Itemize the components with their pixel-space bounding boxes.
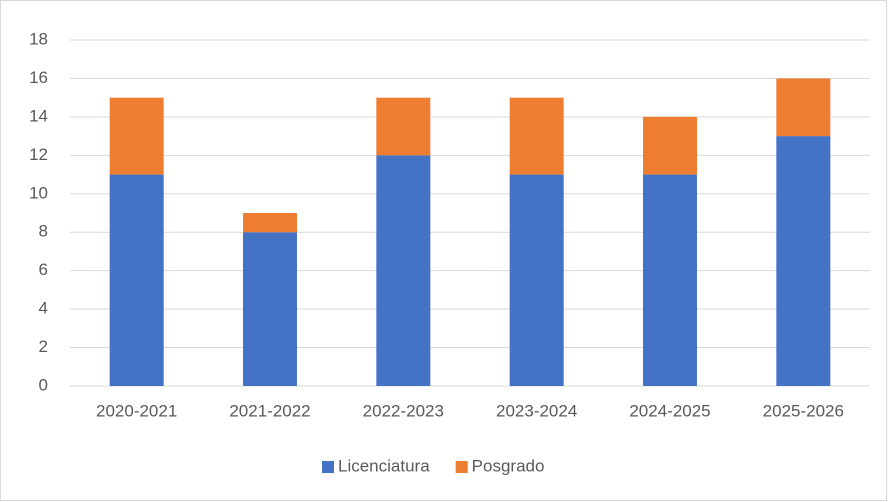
bar — [109, 97, 164, 175]
bar — [643, 174, 697, 386]
bar — [376, 155, 431, 386]
y-tick-label: 18 — [29, 29, 48, 48]
bar — [376, 97, 431, 156]
bar — [776, 136, 831, 386]
x-tick-label: 2025-2026 — [763, 401, 844, 420]
y-tick-label: 6 — [39, 260, 48, 279]
x-tick-label: 2023-2024 — [496, 401, 577, 420]
legend-label: Licenciatura — [338, 456, 430, 475]
y-tick-label: 4 — [39, 299, 48, 318]
y-tick-label: 10 — [29, 183, 48, 202]
bar — [243, 232, 297, 386]
bar — [643, 116, 697, 175]
y-tick-label: 0 — [39, 375, 48, 394]
x-tick-label: 2022-2023 — [363, 401, 444, 420]
bar — [243, 213, 297, 233]
legend-label: Posgrado — [472, 456, 545, 475]
legend-swatch — [322, 461, 334, 473]
bar — [509, 174, 564, 386]
y-tick-label: 14 — [29, 106, 48, 125]
x-tick-label: 2021-2022 — [229, 401, 310, 420]
y-tick-label: 16 — [29, 68, 48, 87]
x-tick-label: 2020-2021 — [96, 401, 177, 420]
y-tick-label: 2 — [39, 337, 48, 356]
y-tick-label: 8 — [39, 222, 48, 241]
bar — [509, 97, 564, 175]
bar — [776, 78, 831, 137]
x-tick-label: 2024-2025 — [629, 401, 710, 420]
legend-swatch — [455, 461, 468, 473]
y-tick-label: 12 — [29, 145, 48, 164]
bar — [109, 174, 164, 386]
